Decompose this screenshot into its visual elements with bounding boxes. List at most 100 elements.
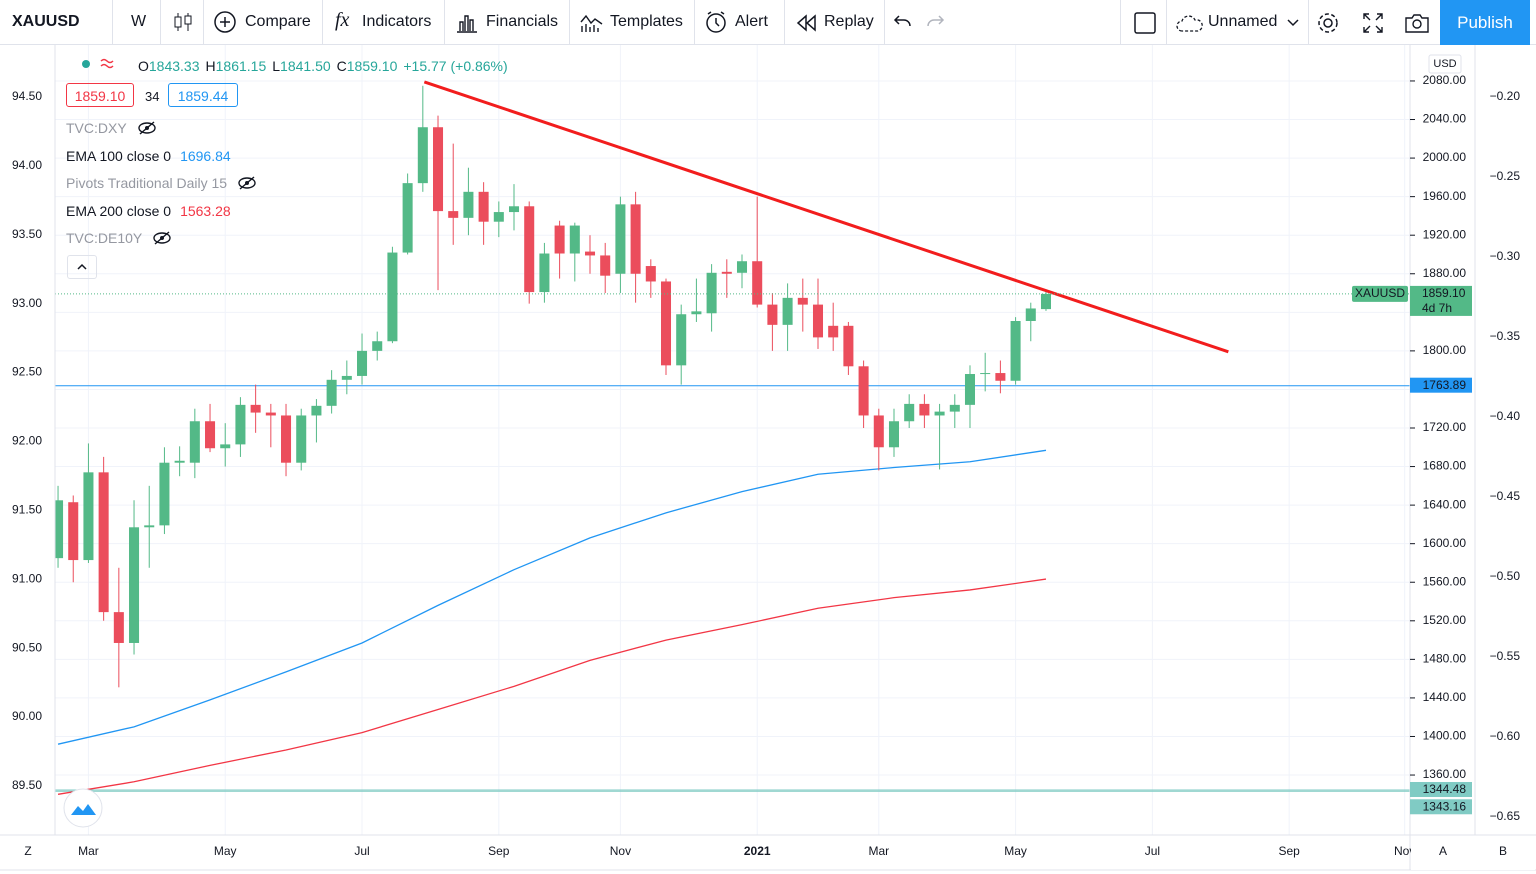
- dxy-tick-label: 94.50: [12, 89, 42, 103]
- candle-body: [493, 212, 504, 222]
- ohlc-row: O1843.33 H1861.15 L1841.50 C1859.10 +15.77 (…: [138, 58, 508, 74]
- candle-body: [144, 525, 155, 528]
- alert-button[interactable]: Alert: [735, 13, 768, 30]
- indicator-row: EMA 100 close 0 1696.84: [66, 148, 231, 164]
- separator: [322, 0, 323, 45]
- data-icon: [100, 56, 114, 73]
- candle-body: [372, 341, 383, 351]
- y-tick-label: 1960.00: [1423, 189, 1467, 203]
- dxy-tick-label: 92.00: [12, 434, 42, 448]
- x-tick-label: May: [1004, 844, 1027, 858]
- dxy-tick-label: 93.00: [12, 296, 42, 310]
- dropdown-icon[interactable]: [1287, 18, 1299, 28]
- candle-body: [205, 421, 216, 449]
- candle-body: [357, 350, 368, 376]
- candle-body: [660, 281, 672, 366]
- axis-button-bg: [1411, 836, 1535, 870]
- symbol-tag: [1352, 285, 1408, 302]
- collapse-button[interactable]: [67, 255, 97, 279]
- cloud-icon[interactable]: [1175, 13, 1205, 33]
- replay-icon[interactable]: [796, 14, 818, 32]
- candle-body: [433, 127, 444, 212]
- hidden-icon[interactable]: [237, 176, 257, 193]
- ema-line: [57, 449, 1047, 745]
- scale-button: A: [1439, 844, 1447, 858]
- y-tick-label: 1520.00: [1423, 613, 1467, 627]
- candle-body: [539, 253, 550, 293]
- indicator-name: EMA 200 close 0: [66, 202, 172, 219]
- dxy-tick-label: 90.00: [12, 709, 42, 723]
- candle-body: [478, 191, 489, 222]
- candle-body: [676, 314, 687, 366]
- separator: [444, 0, 445, 45]
- compare-icon[interactable]: [214, 11, 238, 35]
- indicator-row: Pivots Traditional Daily 15: [66, 175, 257, 193]
- hidden-icon[interactable]: [137, 121, 157, 138]
- candle-body: [600, 255, 611, 276]
- layout-name[interactable]: Unnamed: [1208, 13, 1278, 30]
- ohlc-value: 1861.15: [215, 58, 267, 74]
- x-tick-label: Jul: [354, 844, 369, 858]
- x-tick-label: Sep: [488, 844, 510, 858]
- candle-body: [569, 225, 580, 254]
- financials-icon[interactable]: [456, 12, 478, 34]
- candle-body: [113, 612, 124, 643]
- chevron-up[interactable]: [68, 256, 96, 278]
- currency-label: USD: [1433, 58, 1456, 70]
- interval[interactable]: W: [131, 13, 147, 30]
- ohlc-value: 1841.50: [280, 58, 331, 74]
- redo-icon[interactable]: [925, 14, 945, 30]
- plot-area: [55, 45, 1410, 835]
- candle-body: [83, 472, 94, 561]
- status-dot: [82, 60, 90, 68]
- y-tick-label: 1480.00: [1423, 652, 1467, 666]
- publish-button[interactable]: Publish: [1440, 0, 1530, 45]
- hidden-icon[interactable]: [152, 231, 172, 248]
- de10y-tick-label: −0.25: [1490, 169, 1521, 183]
- fx-icon[interactable]: fx: [335, 9, 350, 31]
- indicator-row: EMA 200 close 0 1563.28: [66, 203, 231, 219]
- layout-icon[interactable]: [1134, 12, 1156, 34]
- eye-off-icon[interactable]: [137, 121, 157, 135]
- compare-button[interactable]: Compare: [245, 13, 311, 30]
- financials-button[interactable]: Financials: [486, 13, 559, 30]
- y-tick-label: 1600.00: [1423, 536, 1467, 550]
- candle-body: [554, 225, 565, 254]
- templates-icon[interactable]: [580, 12, 604, 34]
- dxy-tick-label: 91.00: [12, 571, 42, 585]
- change: +15.77 (+0.86%): [403, 58, 508, 74]
- spread: 34: [145, 89, 160, 104]
- dxy-tick-label: 93.50: [12, 227, 42, 241]
- de10y-tick-label: −0.20: [1490, 89, 1521, 103]
- candle-body: [524, 206, 535, 293]
- alert-icon[interactable]: [705, 11, 729, 35]
- candle-body: [1025, 308, 1036, 321]
- separator: [694, 0, 695, 45]
- eye-off-icon[interactable]: [237, 176, 257, 190]
- y-tick-label: 1640.00: [1423, 497, 1467, 511]
- settings-icon[interactable]: [1316, 11, 1340, 35]
- separator: [1120, 0, 1121, 45]
- snapshot-icon[interactable]: [1404, 12, 1430, 34]
- scale-button[interactable]: Z: [24, 844, 31, 858]
- chart-type-icon[interactable]: [172, 11, 194, 33]
- symbol[interactable]: XAUUSD: [12, 13, 80, 30]
- candle-body: [858, 366, 869, 416]
- candle-body: [281, 415, 292, 463]
- undo-icon[interactable]: [893, 14, 913, 30]
- candle-body: [782, 297, 793, 325]
- candle-body: [174, 460, 185, 463]
- candle-body: [995, 373, 1006, 381]
- indicators-button[interactable]: Indicators: [362, 13, 432, 30]
- templates-button[interactable]: Templates: [610, 13, 683, 30]
- candle-body: [341, 375, 352, 380]
- de10y-tick-label: −0.40: [1490, 409, 1521, 423]
- countdown-label: 4d 7h: [1422, 301, 1452, 315]
- fullscreen-icon[interactable]: [1362, 12, 1384, 34]
- x-tick-label: Mar: [78, 844, 99, 858]
- replay-button[interactable]: Replay: [824, 13, 874, 30]
- candle-body: [463, 191, 474, 218]
- x-tick-label: Sep: [1278, 844, 1300, 858]
- candle-body: [645, 266, 656, 282]
- eye-off-icon[interactable]: [152, 231, 172, 245]
